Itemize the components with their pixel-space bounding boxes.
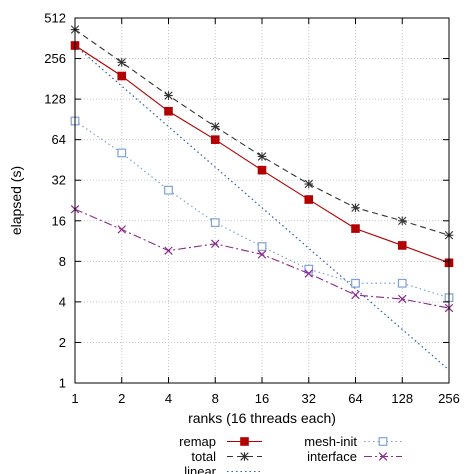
- y-tick-label: 16: [52, 213, 66, 228]
- grid-lines: [74, 17, 450, 384]
- data-point-marker: [304, 269, 313, 278]
- x-tick-label: 4: [165, 391, 172, 406]
- data-point-marker: [397, 241, 407, 250]
- y-axis-label: elapsed (s): [8, 166, 24, 235]
- data-point-marker: [304, 195, 314, 204]
- legend-entry-remap: remap: [179, 434, 262, 449]
- data-point-marker: [397, 278, 407, 288]
- legend-entry-mesh-init: mesh-init: [304, 434, 402, 449]
- data-point-marker: [240, 437, 249, 446]
- y-tick-label: 512: [44, 11, 66, 26]
- series-line: [74, 29, 450, 236]
- x-tick-label: 1: [71, 391, 78, 406]
- data-point-marker: [351, 203, 360, 213]
- y-tick-label: 64: [52, 132, 66, 147]
- data-point-marker: [210, 122, 220, 131]
- data-point-marker: [351, 290, 360, 300]
- series-linear: [74, 45, 450, 371]
- data-point-marker: [378, 437, 388, 446]
- data-point-marker: [257, 165, 267, 175]
- data-point-marker: [117, 58, 127, 67]
- data-point-marker: [351, 224, 360, 233]
- data-point-marker: [211, 239, 220, 248]
- data-point-marker: [164, 106, 173, 116]
- x-tick-label: 2: [118, 391, 125, 406]
- x-tick-label: 128: [391, 391, 413, 406]
- data-point-marker: [240, 452, 249, 461]
- data-point-marker: [164, 185, 173, 195]
- data-point-marker: [398, 294, 407, 304]
- legend-label: total: [191, 449, 216, 464]
- data-point-marker: [164, 91, 173, 100]
- series-line: [74, 45, 450, 371]
- data-point-marker: [257, 242, 267, 251]
- legend-label: interface: [307, 449, 357, 464]
- data-point-marker: [257, 250, 267, 259]
- y-tick-label: 128: [44, 92, 66, 107]
- data-point-marker: [397, 216, 407, 226]
- legend-label: mesh-init: [304, 434, 357, 449]
- x-tick-label: 256: [438, 391, 460, 406]
- y-tick-label: 8: [59, 254, 66, 269]
- y-tick-label: 256: [44, 51, 66, 66]
- y-tick-label: 32: [52, 173, 66, 188]
- x-axis-label: ranks (16 threads each): [188, 410, 336, 426]
- legend-label: linear: [184, 464, 216, 474]
- data-point-marker: [257, 152, 267, 161]
- y-tick-label: 2: [59, 335, 66, 350]
- data-point-marker: [210, 218, 220, 228]
- x-tick-label: 8: [212, 391, 219, 406]
- data-point-marker: [117, 225, 126, 234]
- legend-entry-total: total: [191, 449, 262, 464]
- y-tick-label: 4: [59, 294, 66, 309]
- x-tick-label: 16: [255, 391, 269, 406]
- x-tick-label: 32: [302, 391, 316, 406]
- data-point-marker: [117, 71, 127, 81]
- legend-entry-interface: interface: [307, 449, 402, 464]
- series-total: [70, 25, 454, 240]
- data-point-marker: [210, 135, 220, 144]
- x-tick-label: 64: [348, 391, 362, 406]
- legend-entry-linear: linear: [184, 464, 262, 474]
- data-point-marker: [164, 246, 173, 255]
- data-point-marker: [117, 148, 127, 158]
- legend-label: remap: [179, 434, 216, 449]
- axis-ticks: 1 2 4 8 16 32 64 128 256 1 2 4 8 16 32 64 128 256 512: [44, 11, 460, 407]
- y-tick-label: 1: [59, 376, 66, 391]
- data-point-marker: [378, 452, 388, 461]
- data-point-marker: [304, 179, 314, 189]
- data-point-marker: [351, 278, 360, 288]
